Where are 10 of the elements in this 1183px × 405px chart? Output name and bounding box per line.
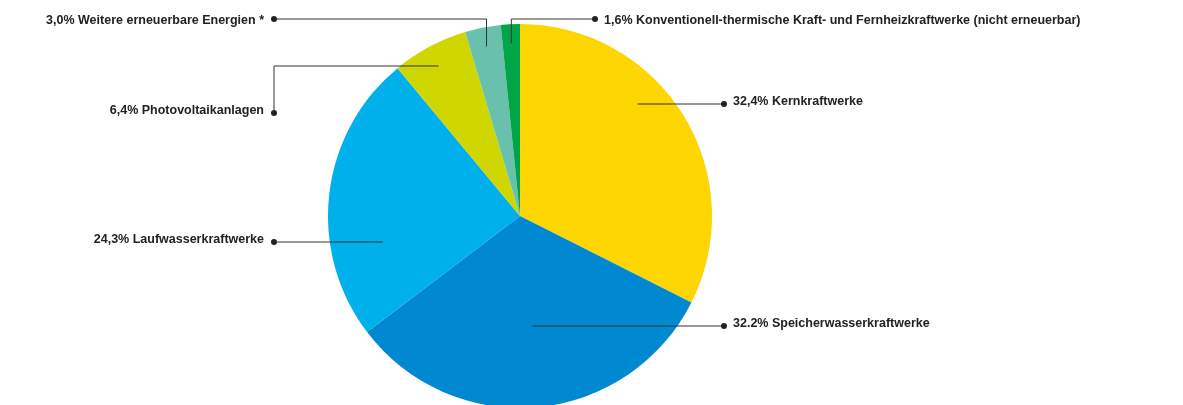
pie-slice bbox=[367, 216, 692, 405]
pie-slice bbox=[465, 24, 520, 216]
slice-label: 6,4% Photovoltaikanlagen bbox=[109, 103, 264, 117]
slice-label: 24,3% Laufwasserkraftwerke bbox=[93, 232, 265, 246]
pie-slice bbox=[520, 24, 712, 303]
slice-label: 3,0% Weitere erneuerbare Energien * bbox=[46, 13, 265, 27]
slice-label: 32.2% Speicherwasserkraftwerke bbox=[733, 316, 930, 330]
slice-label: 32,4% Kernkraftwerke bbox=[733, 94, 863, 108]
slice-label: 1,6% Konventionell-thermische Kraft- und Fernheizkraftwerke (nicht erneuerbar) bbox=[604, 13, 1081, 27]
pie-slice bbox=[397, 31, 520, 216]
